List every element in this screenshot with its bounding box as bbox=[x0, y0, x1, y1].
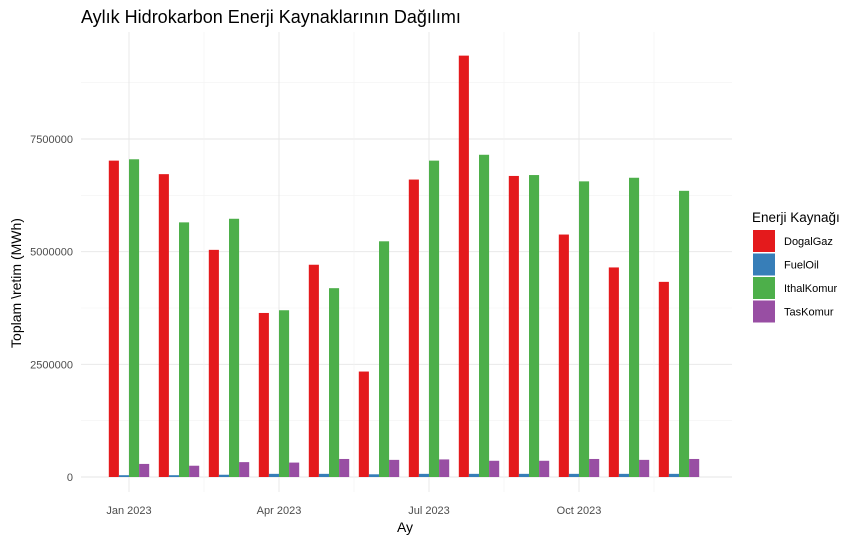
bar-dogalgaz-2023-01 bbox=[108, 160, 119, 477]
bar-fueloil-2023-03 bbox=[218, 474, 229, 477]
bar-ithalkomur-2023-02 bbox=[179, 222, 190, 477]
bar-dogalgaz-2023-04 bbox=[258, 312, 269, 477]
y-tick-label: 0 bbox=[67, 472, 73, 484]
bar-fueloil-2023-02 bbox=[168, 475, 179, 477]
bar-dogalgaz-2023-11 bbox=[608, 267, 619, 477]
bar-taskomur-2023-01 bbox=[139, 463, 150, 477]
y-tick-label: 5000000 bbox=[30, 247, 73, 259]
y-axis-ticks: 0 2500000 5000000 7500000 bbox=[30, 134, 73, 484]
bars bbox=[108, 55, 700, 478]
bar-taskomur-2023-11 bbox=[639, 459, 650, 477]
legend-swatch-taskomur bbox=[753, 300, 775, 323]
x-tick-label: Apr 2023 bbox=[257, 505, 302, 517]
legend-swatch-fueloil bbox=[753, 253, 775, 276]
bar-ithalkomur-2023-05 bbox=[329, 288, 340, 477]
bar-taskomur-2023-03 bbox=[239, 462, 250, 477]
bar-fueloil-2023-09 bbox=[518, 473, 529, 477]
bar-ithalkomur-2023-08 bbox=[479, 154, 490, 477]
bar-ithalkomur-2023-10 bbox=[579, 181, 590, 478]
x-axis-ticks: Jan 2023 Apr 2023 Jul 2023 Oct 2023 bbox=[106, 505, 601, 517]
bar-taskomur-2023-12 bbox=[689, 458, 700, 477]
bar-ithalkomur-2023-11 bbox=[629, 177, 640, 477]
bar-dogalgaz-2023-02 bbox=[158, 174, 169, 477]
bar-dogalgaz-2023-07 bbox=[408, 179, 419, 477]
x-tick-label: Jul 2023 bbox=[408, 505, 450, 517]
bar-ithalkomur-2023-06 bbox=[379, 241, 390, 477]
bar-dogalgaz-2023-12 bbox=[658, 281, 669, 477]
bar-fueloil-2023-01 bbox=[118, 475, 129, 477]
bar-taskomur-2023-02 bbox=[189, 465, 200, 477]
bar-dogalgaz-2023-08 bbox=[458, 55, 469, 477]
bar-fueloil-2023-10 bbox=[568, 473, 579, 477]
x-axis-title: Ay bbox=[397, 519, 413, 535]
bar-dogalgaz-2023-06 bbox=[358, 371, 369, 477]
legend: Enerji Kaynağı DogalGaz FuelOil IthalKomur… bbox=[752, 210, 840, 323]
bar-dogalgaz-2023-05 bbox=[308, 264, 319, 477]
bar-fueloil-2023-08 bbox=[468, 473, 479, 477]
bar-fueloil-2023-05 bbox=[318, 473, 329, 477]
bar-fueloil-2023-07 bbox=[418, 473, 429, 477]
bar-ithalkomur-2023-01 bbox=[129, 159, 140, 477]
y-tick-label: 2500000 bbox=[30, 359, 73, 371]
bar-ithalkomur-2023-12 bbox=[679, 190, 690, 477]
bar-taskomur-2023-06 bbox=[389, 459, 400, 477]
x-tick-label: Jan 2023 bbox=[106, 505, 151, 517]
legend-swatch-dogalgaz bbox=[753, 230, 775, 252]
bar-dogalgaz-2023-10 bbox=[558, 234, 569, 477]
legend-swatch-ithalkomur bbox=[753, 277, 775, 299]
bar-taskomur-2023-05 bbox=[339, 458, 350, 477]
bar-dogalgaz-2023-09 bbox=[508, 175, 519, 477]
bar-fueloil-2023-11 bbox=[618, 473, 629, 477]
chart-title: Aylık Hidrokarbon Enerji Kaynaklarının D… bbox=[81, 7, 461, 27]
bar-fueloil-2023-06 bbox=[368, 474, 379, 477]
legend-label-taskomur: TasKomur bbox=[784, 307, 834, 319]
legend-label-fueloil: FuelOil bbox=[784, 260, 819, 272]
bar-dogalgaz-2023-03 bbox=[208, 249, 219, 477]
bar-taskomur-2023-09 bbox=[539, 460, 550, 477]
bar-ithalkomur-2023-04 bbox=[279, 310, 290, 477]
legend-label-dogalgaz: DogalGaz bbox=[784, 236, 833, 248]
y-tick-label: 7500000 bbox=[30, 134, 73, 146]
bar-fueloil-2023-04 bbox=[268, 473, 279, 477]
legend-title: Enerji Kaynağı bbox=[752, 210, 840, 225]
bar-ithalkomur-2023-09 bbox=[529, 175, 540, 478]
bar-ithalkomur-2023-07 bbox=[429, 160, 440, 477]
bar-taskomur-2023-07 bbox=[439, 459, 450, 477]
bar-taskomur-2023-04 bbox=[289, 462, 300, 477]
bar-taskomur-2023-08 bbox=[489, 460, 500, 477]
bar-taskomur-2023-10 bbox=[589, 458, 600, 477]
x-tick-label: Oct 2023 bbox=[557, 505, 602, 517]
y-axis-title: Toplam \retim (MWh) bbox=[8, 218, 24, 348]
bar-fueloil-2023-12 bbox=[668, 473, 679, 477]
bar-ithalkomur-2023-03 bbox=[229, 218, 240, 477]
legend-label-ithalkomur: IthalKomur bbox=[784, 283, 838, 295]
